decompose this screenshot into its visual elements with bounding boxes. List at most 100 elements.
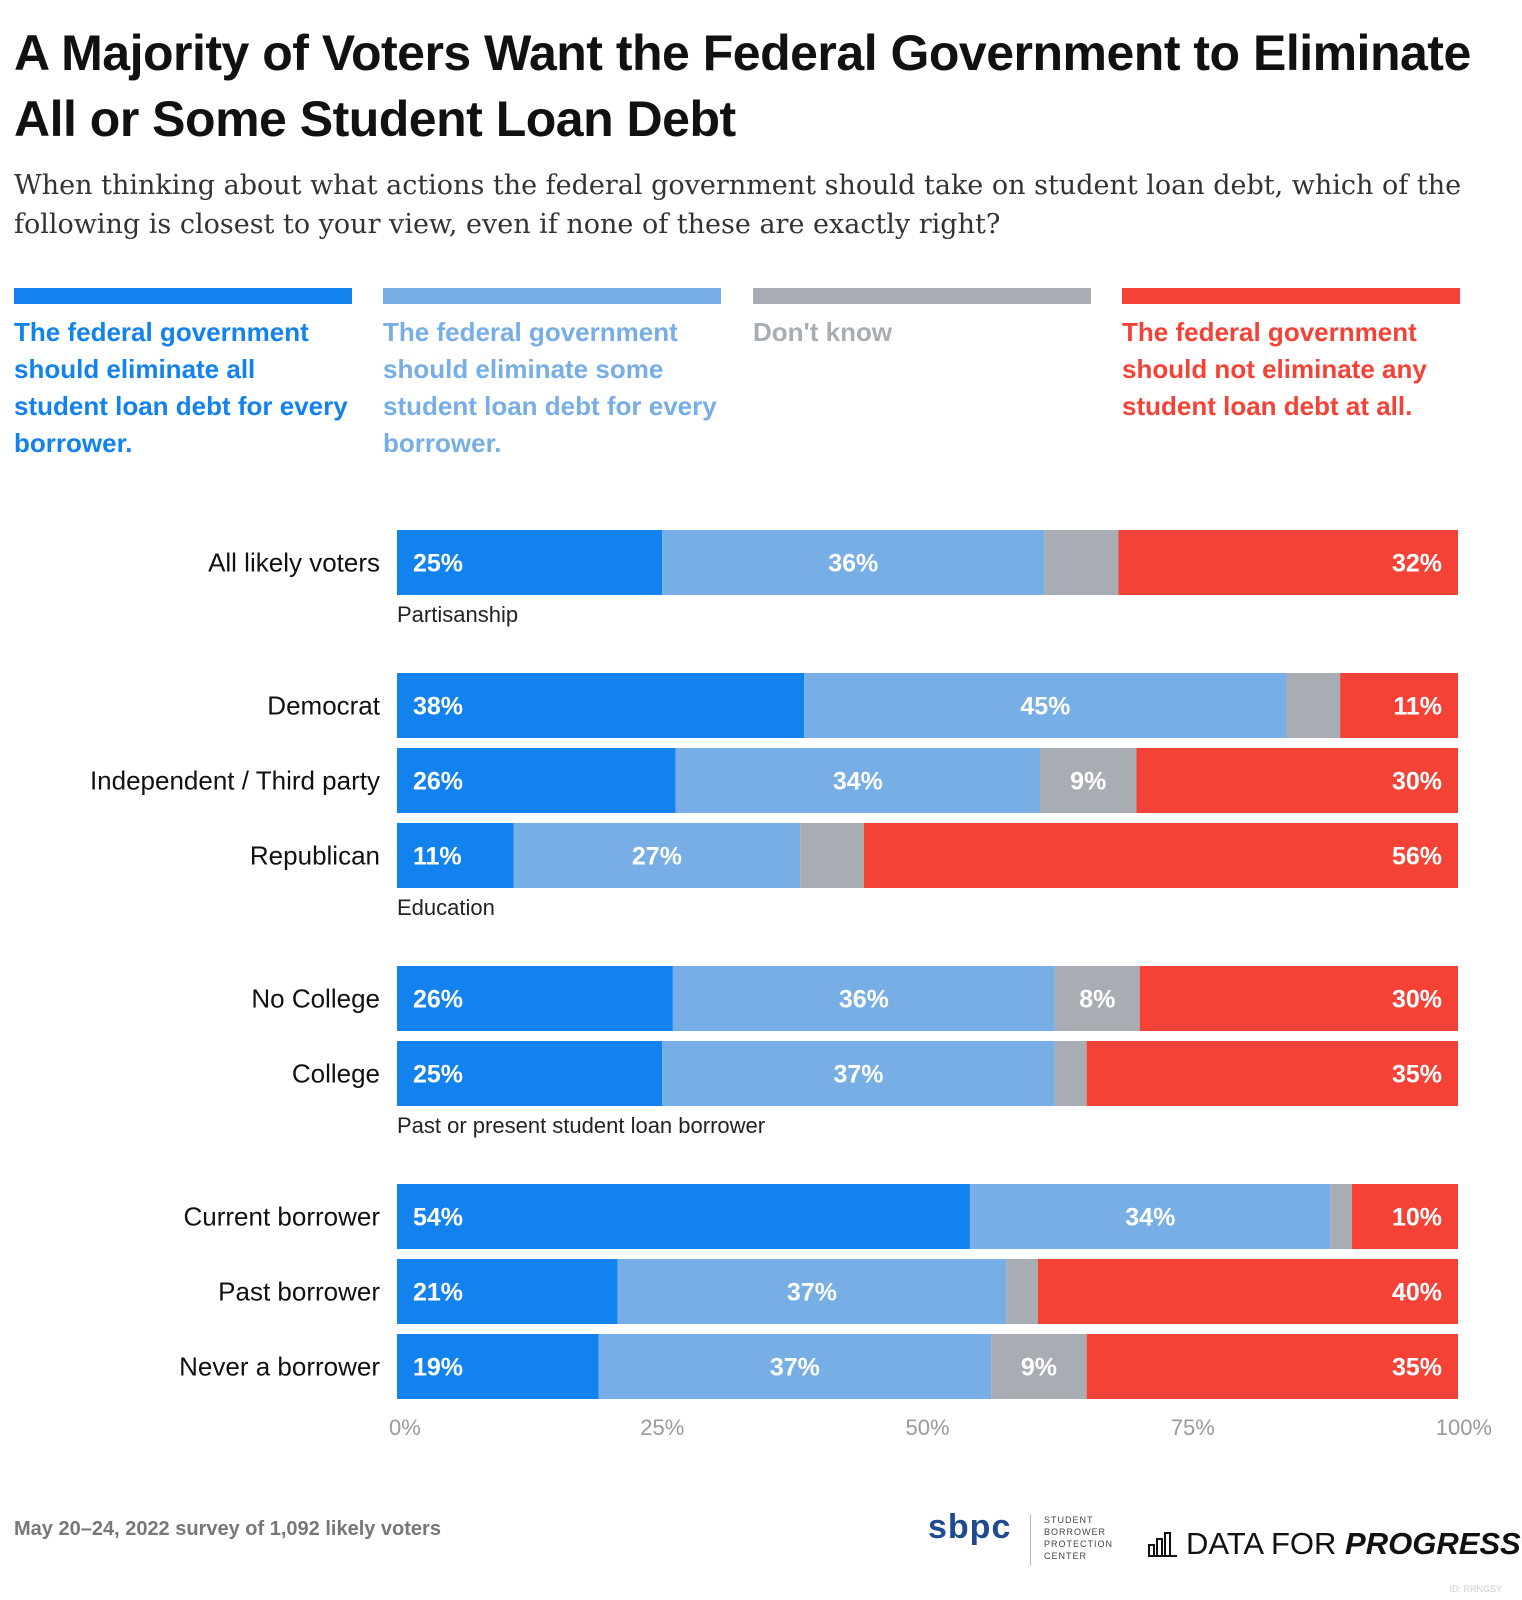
data-label: 34% [1125, 1204, 1175, 1232]
legend-swatch [753, 288, 1091, 304]
bar-segment [1086, 1334, 1458, 1399]
bar-segment [598, 1334, 992, 1399]
category-label: Independent / Third party [90, 766, 380, 796]
bar-segment [397, 1334, 599, 1399]
bar-segment [662, 530, 1045, 595]
legend-item-eliminate-all: The federal government should eliminate … [14, 288, 352, 462]
bar-segment [1086, 1041, 1458, 1106]
bar-segment [672, 966, 1055, 1031]
stacked-bar-chart: All likely voters 25% 36% 32% Partisanship De… [90, 530, 1492, 1440]
data-label: 30% [1392, 768, 1442, 796]
data-label: 37% [787, 1279, 837, 1307]
data-label: 32% [1392, 550, 1442, 578]
dfp-word-bold: PROGRESS [1345, 1526, 1521, 1561]
data-label: 37% [834, 1061, 884, 1089]
legend-item-dont-know: Don't know [753, 288, 1091, 351]
category-label: Republican [250, 841, 380, 871]
bar-segment [513, 823, 801, 888]
bar-segment [991, 1334, 1087, 1399]
category-label: No College [251, 984, 380, 1014]
bar-chart-icon [1148, 1532, 1177, 1557]
dfp-word-regular: DATA FOR [1186, 1526, 1346, 1561]
data-label: 34% [833, 768, 883, 796]
sbpc-logo: sbpc STUDENT BORROWER PROTECTION CENTER [928, 1508, 1140, 1572]
bar-segment [1286, 673, 1341, 738]
category-label: College [292, 1059, 380, 1089]
bar-segment [397, 748, 676, 813]
category-label: Democrat [267, 691, 380, 721]
legend-label: The federal government should eliminate … [14, 317, 348, 458]
legend-label: The federal government should not elimin… [1122, 317, 1427, 421]
data-label: 40% [1392, 1279, 1442, 1307]
bar-segment [1136, 748, 1458, 813]
bar-segment [1044, 530, 1119, 595]
logo-divider [1030, 1514, 1031, 1566]
data-label: 35% [1392, 1061, 1442, 1089]
legend-swatch [383, 288, 721, 304]
data-label: 56% [1392, 843, 1442, 871]
x-tick-label: 100% [1436, 1415, 1492, 1440]
legend-label: The federal government should eliminate … [383, 317, 717, 458]
bar-segment [397, 1184, 970, 1249]
bar-segment [1037, 1259, 1458, 1324]
bar-segment [397, 966, 673, 1031]
data-label: 25% [413, 550, 463, 578]
data-label: 26% [413, 986, 463, 1014]
bar-segment [397, 530, 663, 595]
bar-segment [800, 823, 864, 888]
bar-segment [1330, 1184, 1352, 1249]
data-label: 54% [413, 1204, 463, 1232]
legend-item-eliminate-none: The federal government should not elimin… [1122, 288, 1460, 425]
sbpc-word: PROTECTION [1044, 1539, 1114, 1549]
chart-id: ID: RRNGSY [1449, 1584, 1502, 1594]
bar-segment [1054, 966, 1140, 1031]
legend-item-eliminate-some: The federal government should eliminate … [383, 288, 721, 462]
bar-segment [1054, 1041, 1087, 1106]
sbpc-word: BORROWER [1044, 1527, 1106, 1537]
x-tick-label: 25% [640, 1415, 684, 1440]
chart-subtitle: When thinking about what actions the fed… [14, 170, 1462, 240]
category-label: Never a borrower [179, 1352, 380, 1382]
bar-segment [662, 1041, 1055, 1106]
bar-segment [1040, 748, 1137, 813]
data-label: 35% [1392, 1354, 1442, 1382]
survey-note: May 20–24, 2022 survey of 1,092 likely v… [14, 1518, 441, 1540]
category-label: Past borrower [218, 1277, 380, 1307]
data-label: 25% [413, 1061, 463, 1089]
data-label: 9% [1021, 1354, 1057, 1382]
x-tick-label: 75% [1171, 1415, 1215, 1440]
sbpc-word: CENTER [1044, 1551, 1088, 1561]
dfp-wordmark: DATA FOR PROGRESS [1186, 1526, 1521, 1562]
data-label: 30% [1392, 986, 1442, 1014]
bar-segment [1006, 1259, 1038, 1324]
data-label: 26% [413, 768, 463, 796]
group-heading: Partisanship [397, 602, 518, 627]
category-label: All likely voters [208, 548, 380, 578]
data-label: 36% [839, 986, 889, 1014]
data-label: 9% [1070, 768, 1106, 796]
data-label: 11% [1393, 693, 1442, 721]
bar-segment [1351, 1184, 1458, 1249]
category-label: Current borrower [183, 1202, 380, 1232]
legend-swatch [1122, 288, 1460, 304]
x-tick-label: 0% [389, 1415, 421, 1440]
x-tick-label: 50% [905, 1415, 949, 1440]
data-label: 11% [413, 843, 462, 871]
bar-segment [675, 748, 1041, 813]
data-for-progress-logo: DATA FOR PROGRESS [1148, 1526, 1521, 1566]
data-label: 37% [770, 1354, 820, 1382]
data-label: 27% [632, 843, 682, 871]
bar-segment [1139, 966, 1458, 1031]
data-label: 19% [413, 1354, 463, 1382]
data-label: 36% [828, 550, 878, 578]
bar-segment [397, 673, 805, 738]
bar-segment [804, 673, 1287, 738]
chart-title: A Majority of Voters Want the Federal Go… [14, 25, 1471, 147]
bar-segment [969, 1184, 1331, 1249]
bar-segment [863, 823, 1458, 888]
data-label: 10% [1392, 1204, 1442, 1232]
legend-swatch [14, 288, 352, 304]
group-heading: Past or present student loan borrower [397, 1113, 765, 1138]
sbpc-wordmark: STUDENT BORROWER PROTECTION CENTER [1044, 1514, 1113, 1562]
bar-segment [1118, 530, 1458, 595]
